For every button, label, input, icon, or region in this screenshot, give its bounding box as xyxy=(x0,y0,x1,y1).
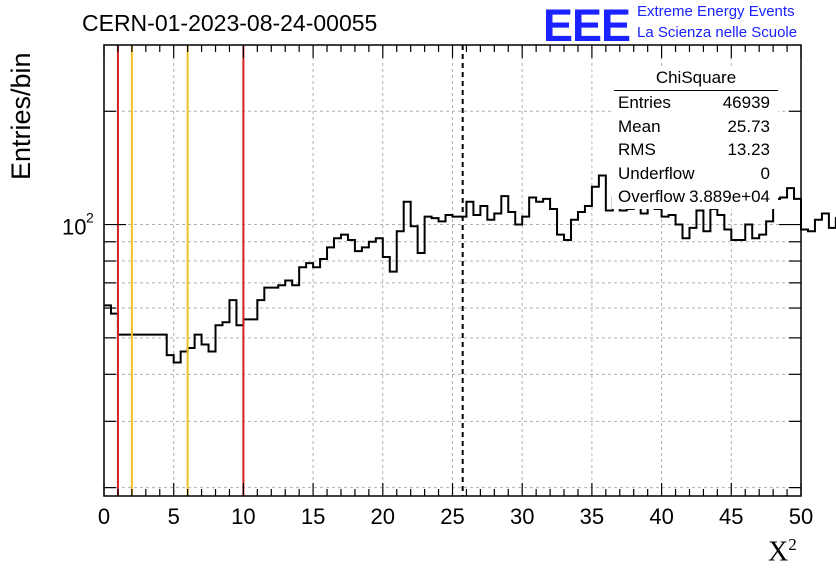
stats-value: 46939 xyxy=(722,93,770,112)
x-tick-label: 15 xyxy=(301,504,325,529)
x-tick-label: 40 xyxy=(649,504,673,529)
stats-key: Underflow xyxy=(618,163,695,183)
stats-title: ChiSquare xyxy=(614,68,778,91)
x-tick-label: 45 xyxy=(719,504,743,529)
stats-row: Overflow 3.889e+04 xyxy=(612,185,778,209)
y-tick-label-exponent: 2 xyxy=(86,210,94,226)
logo-line-1: Extreme Energy Events xyxy=(637,3,795,20)
stats-row: Mean 25.73 xyxy=(612,115,778,139)
stats-value: 0 xyxy=(760,163,770,183)
stats-key: Mean xyxy=(618,116,661,136)
x-axis-label-symbol: X xyxy=(768,536,789,568)
stats-box: ChiSquare Entries 46939 Mean 25.73 RMS 1… xyxy=(612,68,778,209)
stats-row: Entries 46939 xyxy=(612,91,778,115)
x-tick-label: 0 xyxy=(98,504,110,529)
stats-key: Entries xyxy=(618,93,671,112)
stats-value: 3.889e+04 xyxy=(689,187,770,206)
stats-value: 13.23 xyxy=(727,140,770,159)
eee-logo: EEE xyxy=(543,0,631,51)
stats-row: Underflow 0 xyxy=(612,162,778,186)
stats-row: RMS 13.23 xyxy=(612,138,778,162)
x-tick-label: 20 xyxy=(371,504,395,529)
x-axis-label: X2 xyxy=(768,535,797,568)
stats-key: RMS xyxy=(618,140,656,159)
x-tick-label: 25 xyxy=(440,504,464,529)
y-tick-label: 10 xyxy=(62,215,86,240)
x-tick-label: 30 xyxy=(510,504,534,529)
x-tick-label: 35 xyxy=(580,504,604,529)
x-axis-label-superscript: 2 xyxy=(788,535,797,554)
x-tick-label: 50 xyxy=(789,504,813,529)
histogram-line xyxy=(104,174,836,364)
stats-key: Overflow xyxy=(618,187,686,206)
y-axis-label: Entries/bin xyxy=(6,52,36,180)
logo-line-2: La Scienza nelle Scuole xyxy=(637,24,798,41)
x-tick-label: 10 xyxy=(231,504,255,529)
chart-title: CERN-01-2023-08-24-00055 xyxy=(82,10,378,36)
stats-value: 25.73 xyxy=(727,116,770,136)
x-tick-label: 5 xyxy=(168,504,180,529)
